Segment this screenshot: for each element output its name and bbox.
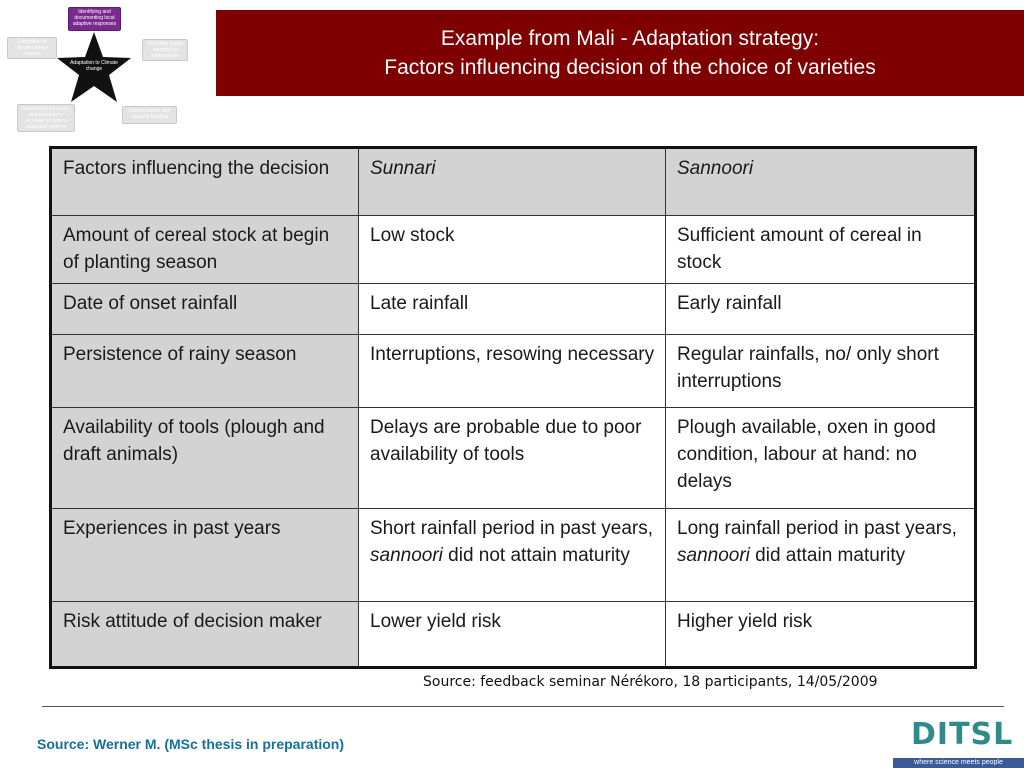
ditsl-logo: DITSL where science meets people xyxy=(893,717,1024,768)
sunnari-text-variety: sannoori xyxy=(370,545,443,566)
diagram-center-label: Adaptation to Climate change xyxy=(70,60,118,72)
factors-table: Factors influencing the decision Sunnari… xyxy=(49,146,977,669)
sunnari-text-post: did not attain maturity xyxy=(442,545,630,566)
title-line-1: Example from Mali - Adaptation strategy: xyxy=(440,27,820,50)
sannoori-cell: Long rainfall period in past years, sann… xyxy=(665,508,976,602)
header-sunnari: Sunnari xyxy=(358,147,666,216)
sunnari-cell: Late rainfall xyxy=(358,283,666,335)
factors-table-container: Factors influencing the decision Sunnari… xyxy=(49,146,977,669)
header-factor: Factors influencing the decision xyxy=(50,147,359,216)
factor-cell: Date of onset rainfall xyxy=(50,283,359,335)
sunnari-cell: Interruptions, resowing necessary xyxy=(358,334,666,408)
diagram-box-right: Providing active learning by communities xyxy=(142,39,188,61)
title-line-2: Factors influencing decision of the choi… xyxy=(384,56,876,79)
sunnari-cell: Lower yield risk xyxy=(358,601,666,668)
diagram-box-left: Estimation of climate change impacts xyxy=(7,37,57,59)
sannoori-text-pre: Long rainfall period in past years, xyxy=(677,518,957,539)
diagram-connectors xyxy=(57,32,131,102)
logo-tagline: where science meets people xyxy=(893,758,1024,768)
table-row: Persistence of rainy season Interruption… xyxy=(50,334,976,408)
adaptation-star-diagram: Identifying and documenting local adapti… xyxy=(0,0,215,135)
diagram-box-bottom-left: Developing the policy environment to inc… xyxy=(17,104,75,132)
sannoori-text-post: did attain maturity xyxy=(749,545,906,566)
sannoori-text-variety: sannoori xyxy=(677,545,750,566)
table-row: Risk attitude of decision maker Lower yi… xyxy=(50,601,976,668)
table-row: Date of onset rainfall Late rainfall Ear… xyxy=(50,283,976,335)
factor-cell: Availability of tools (plough and draft … xyxy=(50,407,359,509)
sannoori-cell: Early rainfall xyxy=(665,283,976,335)
source-seminar-note: Source: feedback seminar Nérékoro, 18 pa… xyxy=(423,674,878,690)
sannoori-cell: Plough available, oxen in good condition… xyxy=(665,407,976,509)
footer-divider xyxy=(42,706,1004,707)
title-banner: Example from Mali - Adaptation strategy:… xyxy=(216,10,1024,96)
sannoori-cell: Higher yield risk xyxy=(665,601,976,668)
factor-cell: Risk attitude of decision maker xyxy=(50,601,359,668)
table-row: Amount of cereal stock at begin of plant… xyxy=(50,215,976,284)
sannoori-cell: Sufficient amount of cereal in stock xyxy=(665,215,976,284)
sunnari-cell: Low stock xyxy=(358,215,666,284)
table-row: Experiences in past years Short rainfall… xyxy=(50,508,976,602)
table-row: Availability of tools (plough and draft … xyxy=(50,407,976,509)
factor-cell: Experiences in past years xyxy=(50,508,359,602)
source-thesis-note: Source: Werner M. (MSc thesis in prepara… xyxy=(37,736,345,752)
sunnari-text-pre: Short rainfall period in past years, xyxy=(370,518,654,539)
sunnari-cell: Short rainfall period in past years, san… xyxy=(358,508,666,602)
header-sannoori: Sannoori xyxy=(665,147,976,216)
table-header-row: Factors influencing the decision Sunnari… xyxy=(50,147,976,216)
factor-cell: Persistence of rainy season xyxy=(50,334,359,408)
star-icon xyxy=(57,32,131,102)
logo-wordmark: DITSL xyxy=(911,717,1014,752)
diagram-box-top: Identifying and documenting local adapti… xyxy=(68,7,121,31)
diagram-box-bottom-right: Dissemination and capacity building xyxy=(122,106,177,124)
sannoori-cell: Regular rainfalls, no/ only short interr… xyxy=(665,334,976,408)
sunnari-cell: Delays are probable due to poor availabi… xyxy=(358,407,666,509)
factor-cell: Amount of cereal stock at begin of plant… xyxy=(50,215,359,284)
